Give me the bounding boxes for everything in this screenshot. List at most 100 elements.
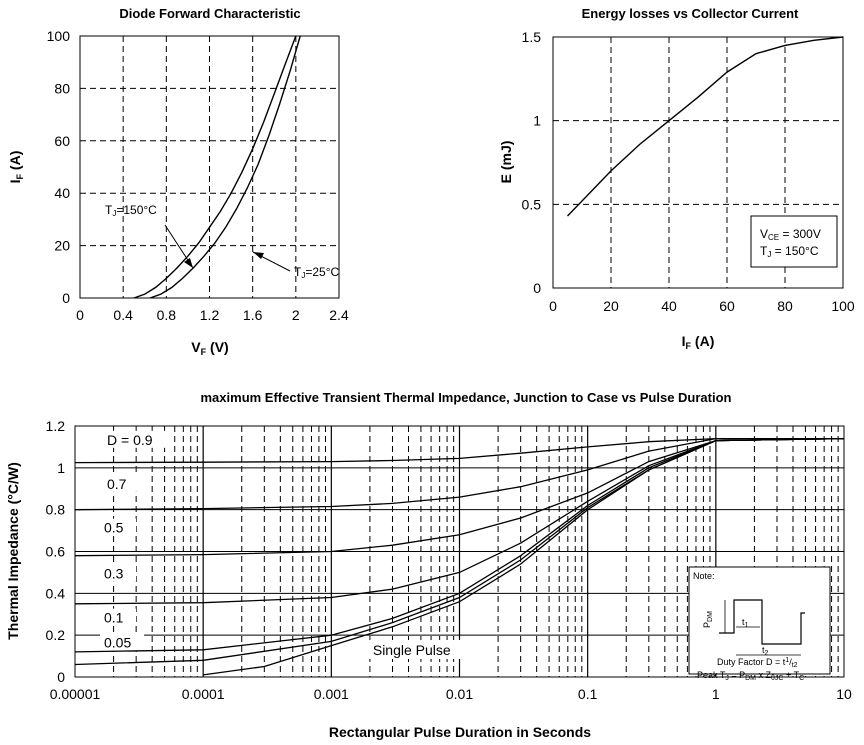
energy-chart-plot-frame [552, 36, 844, 289]
thermal-chart-x-label: Rectangular Pulse Duration in Seconds [329, 724, 591, 740]
thermal-y-tick-label: 0.4 [46, 585, 66, 601]
note-pulse-waveform [719, 599, 805, 645]
thermal-series-6 [203, 437, 845, 676]
thermal-chart-series [74, 437, 845, 676]
diode-x-tick-label: 0.8 [157, 307, 177, 323]
diode-annotation-25c-arrowhead [253, 252, 264, 259]
energy-y-tick-label: 0 [533, 280, 541, 296]
diode-chart-grid [80, 36, 339, 298]
diode-x-tick-label: 1.2 [200, 307, 220, 323]
energy-chart-x-label: IF (A) [682, 333, 715, 351]
diode-chart-y-ticks: 0 20 40 60 80 100 [47, 28, 71, 306]
energy-y-tick-label: 0.5 [522, 196, 542, 212]
energy-x-tick-label: 0 [549, 298, 557, 314]
note-t1-label: t1 [742, 617, 749, 629]
thermal-series-2 [74, 437, 845, 557]
thermal-chart-x-ticks: 0.00001 0.0001 0.001 0.01 0.1 1 10 [50, 686, 852, 702]
energy-y-tick-label: 1 [533, 113, 541, 129]
duty-label-0: D = 0.9 [107, 432, 153, 448]
energy-x-tick-label: 100 [831, 298, 855, 314]
thermal-y-tick-label: 0 [57, 669, 65, 685]
duty-label-5: 0.05 [104, 635, 131, 651]
note-duty-factor: Duty Factor D = t1/t2 [717, 657, 798, 669]
diode-chart-title: Diode Forward Characteristic [119, 6, 300, 21]
energy-condition-tj: TJ = 150°C [760, 244, 819, 259]
thermal-x-tick-label: 0.00001 [50, 686, 101, 702]
diode-chart-x-ticks: 0 0.4 0.8 1.2 1.6 2 2.4 [76, 307, 349, 323]
note-frame [688, 566, 831, 675]
thermal-chart-y-label: Thermal Impedance (°C/W) [5, 462, 21, 640]
energy-x-tick-label: 20 [603, 298, 619, 314]
diode-chart-series [133, 35, 301, 299]
thermal-x-tick-label: 10 [836, 686, 852, 702]
thermal-series-0 [74, 437, 844, 464]
energy-series-0 [566, 36, 844, 217]
thermal-y-tick-label: 1 [57, 460, 65, 476]
energy-chart-series [566, 36, 844, 217]
energy-chart-y-ticks: 0 0.5 1 1.5 [522, 29, 542, 296]
duty-label-2: 0.5 [104, 520, 124, 536]
diode-x-tick-label: 1.6 [243, 307, 263, 323]
diode-series-1 [149, 35, 301, 299]
thermal-x-tick-label: 0.001 [314, 686, 349, 702]
diode-chart: Diode Forward Characteristic 02040608010… [7, 6, 349, 357]
diode-x-tick-label: 2 [292, 307, 300, 323]
thermal-x-tick-label: 0.0001 [182, 686, 225, 702]
thermal-chart: maximum Effective Transient Thermal Impe… [5, 390, 852, 740]
thermal-y-tick-label: 0.2 [46, 627, 66, 643]
duty-label-bg-2 [100, 518, 136, 536]
diode-y-tick-label: 0 [62, 290, 70, 306]
thermal-series-1 [74, 437, 844, 511]
single-pulse-label-bg [360, 639, 464, 659]
diode-y-tick-label: 60 [54, 133, 70, 149]
duty-label-bg-3 [100, 564, 136, 582]
diode-y-tick-label: 40 [54, 185, 70, 201]
energy-x-tick-label: 60 [719, 298, 735, 314]
diode-chart-y-label: IF (A) [7, 151, 25, 184]
energy-y-tick-label: 1.5 [522, 29, 542, 45]
energy-chart-grid [553, 37, 843, 288]
energy-x-tick-label: 40 [661, 298, 677, 314]
diode-x-tick-label: 2.4 [329, 307, 349, 323]
duty-label-1: 0.7 [107, 476, 127, 492]
diode-series-0 [133, 35, 297, 299]
diode-annotation-25c: TJ=25°C [294, 265, 339, 280]
diode-annotation-150c: TJ=150°C [105, 203, 157, 218]
energy-chart-title: Energy losses vs Collector Current [582, 6, 799, 21]
diode-chart-plot-frame [79, 35, 340, 299]
diode-y-tick-label: 20 [54, 238, 70, 254]
thermal-chart-title: maximum Effective Transient Thermal Impe… [201, 390, 732, 405]
duty-label-bg-1 [103, 474, 139, 492]
duty-label-bg-4 [100, 608, 136, 626]
duty-label-bg-5 [100, 633, 144, 651]
note-title: Note: [693, 571, 715, 581]
thermal-series-3 [74, 437, 845, 605]
thermal-series-4 [74, 437, 845, 653]
thermal-x-tick-label: 1 [712, 686, 720, 702]
single-pulse-label: Single Pulse [373, 642, 451, 658]
thermal-chart-y-ticks: 0 0.2 0.4 0.6 0.8 1 1.2 [46, 418, 66, 685]
thermal-x-tick-label: 0.1 [578, 686, 598, 702]
thermal-x-tick-label: 0.01 [446, 686, 473, 702]
energy-conditions-box [750, 215, 838, 268]
diode-x-tick-label: 0.4 [113, 307, 133, 323]
thermal-y-tick-label: 0.6 [46, 544, 66, 560]
energy-chart: Energy losses vs Collector Current 0 0.5 1… [498, 6, 855, 351]
note-t2-label: t2 [762, 645, 769, 657]
duty-label-3: 0.3 [104, 566, 124, 582]
thermal-label-backgrounds [100, 430, 464, 659]
diode-y-tick-label: 100 [47, 28, 71, 44]
thermal-note-box: Note: PDM t1 t2 Duty Factor D = t1/t2 Pe… [688, 566, 831, 682]
thermal-y-tick-label: 1.2 [46, 418, 66, 434]
thermal-chart-plot-frame [74, 425, 845, 678]
energy-x-tick-label: 80 [777, 298, 793, 314]
diode-x-tick-label: 0 [76, 307, 84, 323]
thermal-y-tick-label: 0.8 [46, 502, 66, 518]
duty-label-4: 0.1 [104, 610, 124, 626]
energy-chart-x-ticks: 0 20 40 60 80 100 [549, 298, 855, 314]
energy-chart-y-label: E (mJ) [498, 141, 514, 184]
duty-label-bg-0 [103, 430, 171, 448]
diode-chart-x-label: VF (V) [191, 339, 228, 357]
thermal-duty-labels: D = 0.9 0.7 0.5 0.3 0.1 0.05 Single Pulse [104, 432, 451, 658]
